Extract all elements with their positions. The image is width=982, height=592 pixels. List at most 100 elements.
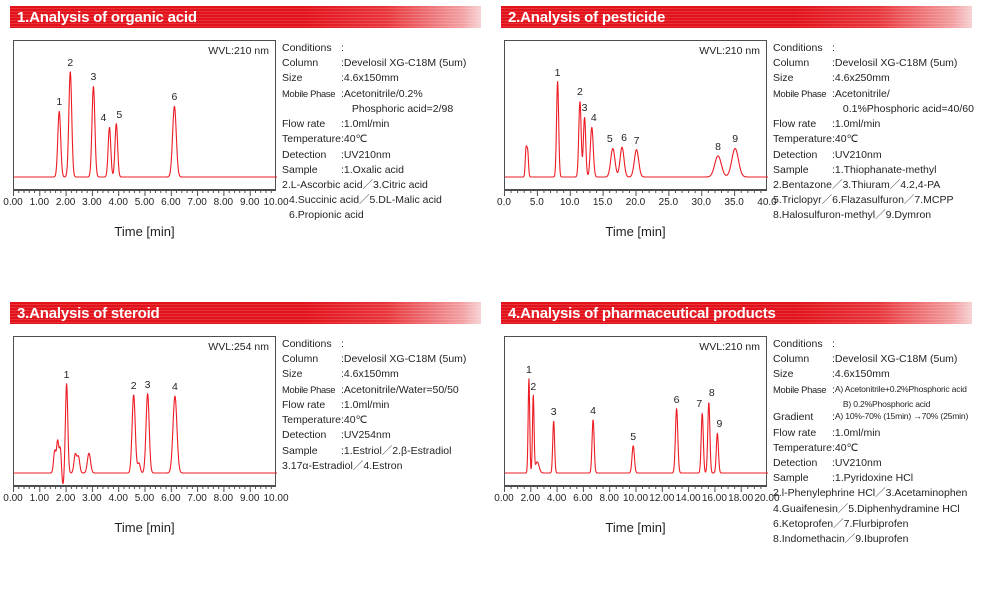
condition-key: Size [282,72,303,85]
peak-label: 2 [67,56,74,69]
condition-row: Temperature:40℃ [282,413,466,428]
condition-row: Conditions: [282,337,466,352]
conditions-table: Conditions: Column: Develosil XG-C18M (5um… [282,337,466,459]
condition-key: Size [773,72,794,85]
condition-separator: : [831,338,835,350]
condition-key: Conditions [773,338,823,350]
condition-value: 1.0ml/min [834,118,881,131]
sample-extra-list: 3.17α-Estradiol／4.Estron [282,459,483,474]
condition-key: Sample [773,472,809,485]
condition-value [344,41,467,56]
condition-value: A) 10%-70% (15min) →70% (25min) [834,411,969,422]
x-tick-label: 9.00 [239,197,260,208]
condition-key: Conditions [282,338,332,350]
condition-separator: : [831,456,835,469]
condition-key: Size [773,368,794,381]
x-tick-label: 10.00 [263,493,289,504]
condition-key: Sample [282,163,318,176]
x-tick-label: 8.00 [599,493,619,504]
condition-row: Flow rate:1.0ml/min [773,117,974,132]
condition-separator: : [831,118,835,131]
x-tick-label: 2.00 [520,493,541,504]
condition-separator: : [831,57,835,70]
condition-value: 40℃ [343,414,368,427]
condition-row: Column: Develosil XG-C18M (5um) [773,56,974,71]
condition-separator: : [831,163,835,176]
x-tick-labels: 0.0 5.0 10.0 15.0 20.0 25.0 30.0 35.0 40.0 [497,197,777,211]
condition-value: 1.0ml/min [343,118,390,131]
condition-value: 4.6x150mm [343,72,399,85]
x-tick-labels: 0.00 1.00 2.00 3.00 4.00 5.00 6.00 7.00 8.00 9.00… [3,197,288,211]
condition-value: A) Acetonitrile+0.2%Phosphoric acid [834,383,967,394]
condition-key: Column [773,57,810,70]
x-tick-label: 9.00 [239,493,260,504]
condition-row: Sample:1.Oxalic acid [282,163,466,178]
conditions-block: Conditions: Column: Develosil XG-C18M (5um… [276,336,483,535]
peak-label: 6 [171,91,178,104]
condition-value: 1.Estriol／2.β-Estradiol [343,444,452,457]
condition-row: Column: Develosil XG-C18M (5um) [773,352,968,367]
condition-row: Conditions: [773,41,974,56]
condition-key: Temperature [773,441,832,454]
x-tick-label: 6.00 [161,493,181,504]
condition-row: Phosphoric acid=2/98 [282,102,466,117]
condition-row: Mobile Phase: Acetonitrile/0.2% [282,87,466,102]
condition-row: Temperature:40℃ [773,441,968,456]
condition-row: Detection: UV210nm [773,456,968,471]
peak-label: 5 [606,133,613,146]
peak-label: 7 [696,398,703,411]
peak-label: 3 [144,378,151,391]
condition-row: Flow rate:1.0ml/min [773,426,968,441]
x-tick-labels: 0.00 2.00 4.00 6.00 8.00 10.00 12.00 14.00 16.00… [494,493,779,507]
peak-label: 8 [708,387,715,400]
condition-key: Column [282,353,319,366]
sample-item: 3.17α-Estradiol／4.Estron [282,459,403,472]
condition-value: 1.Pyridoxine HCl [834,472,914,485]
condition-value: UV210nm [834,148,882,161]
condition-separator: : [340,57,344,70]
condition-value: Develosil XG-C18M (5um) [343,57,467,70]
panel-banner: 1.Analysis of organic acid [10,6,481,28]
x-axis: 0.00 2.00 4.00 6.00 8.00 10.00 12.00 14.00 16.00… [494,486,780,516]
condition-value: UV210nm [343,148,391,161]
peak-label: 4 [590,112,597,125]
sample-item: 5.Triclopyr／6.Flazasulfuron／7.MCPP [773,194,954,207]
condition-separator: : [831,472,835,485]
condition-separator: : [340,42,344,54]
x-tick-label: 5.0 [529,197,544,208]
x-axis: 0.00 1.00 2.00 3.00 4.00 5.00 6.00 7.00 8.00 9.00… [3,486,289,516]
condition-row: Conditions: [773,337,968,352]
x-axis: 0.0 5.0 10.0 15.0 20.0 25.0 30.0 35.0 40.0 [497,190,777,220]
peak-label: 6 [673,393,680,406]
condition-separator: : [340,398,344,411]
peak-label: 1 [526,363,532,376]
condition-key: Gradient [773,411,814,424]
sample-extra-list: 2.l-Phenylephrine HCl／3.Acetaminophen 4.G… [773,486,974,547]
condition-key: Flow rate [773,426,817,439]
x-tick-label: 35.0 [724,197,744,208]
condition-value: Develosil XG-C18M (5um) [343,353,467,366]
condition-row: Sample:1.Thiophanate-methyl [773,163,974,178]
condition-key: Mobile Phase [282,383,336,395]
condition-value: 1.0ml/min [343,398,390,411]
condition-row: Size:4.6x150mm [282,71,466,86]
x-tick-label: 1.00 [29,197,50,208]
condition-value: 4.6x250mm [834,72,890,85]
condition-value: UV254nm [343,429,391,442]
condition-key: Temperature [773,133,832,146]
condition-row: 0.1%Phosphoric acid=40/60 [773,102,974,117]
sample-extra-list: 2.Bentazone／3.Thiuram／4.2,4-PA 5.Triclopy… [773,178,974,224]
x-tick-label: 7.00 [187,493,207,504]
condition-key: Detection [282,429,327,442]
condition-key: Column [773,353,810,366]
x-tick-label: 15.0 [592,197,613,208]
condition-key: Flow rate [773,118,817,131]
condition-row: Detection: UV254nm [282,428,466,443]
